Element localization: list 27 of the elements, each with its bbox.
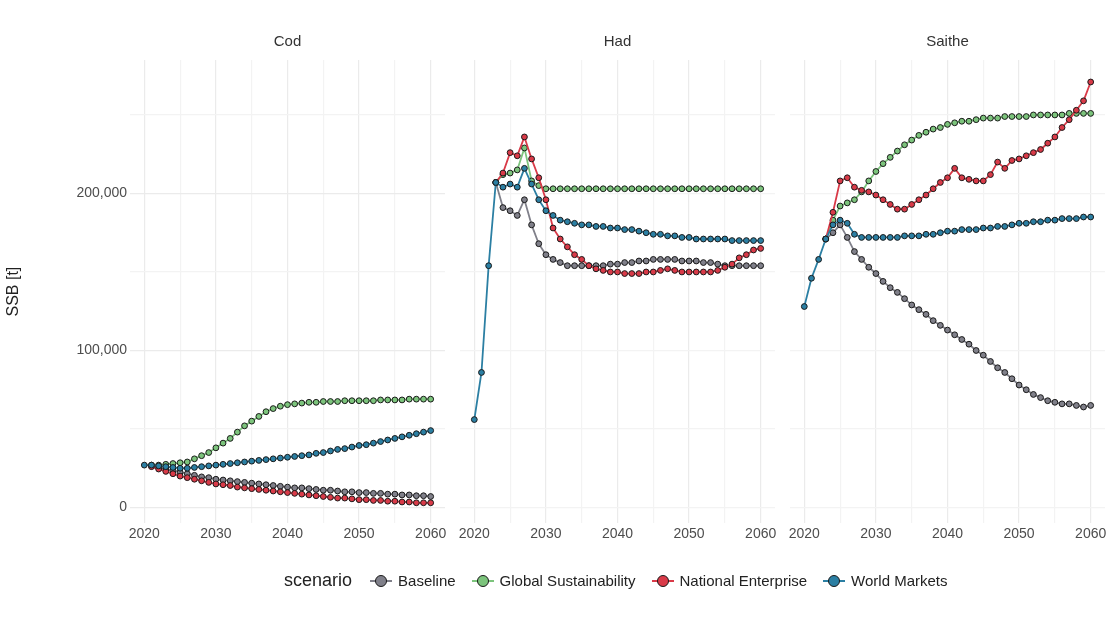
chart-title: Saithe [926, 32, 969, 50]
x-tick-label: 2060 [745, 525, 777, 542]
x-tick-label: 2030 [860, 525, 892, 542]
x-tick-label: 2040 [601, 525, 634, 542]
legend-label: World Markets [851, 572, 948, 589]
x-tick-label: 2040 [271, 525, 304, 542]
x-tick-label: 2030 [530, 525, 562, 542]
y-tick-label: 200,000 [76, 184, 128, 201]
legend-label: Baseline [398, 572, 456, 589]
x-tick-label: 2060 [1075, 525, 1107, 542]
x-tick-label: 2040 [931, 525, 964, 542]
y-tick-label: 100,000 [76, 341, 128, 358]
legend-label: National Enterprise [679, 572, 808, 589]
x-tick-label: 2020 [788, 525, 821, 542]
x-tick-label: 2050 [343, 525, 375, 542]
y-tick-label: 0 [119, 498, 128, 515]
chart-title: Cod [273, 32, 302, 50]
legend-label: Global Sustainability [499, 572, 636, 589]
x-tick-label: 2020 [458, 525, 491, 542]
x-tick-label: 2020 [128, 525, 161, 542]
x-tick-label: 2050 [673, 525, 705, 542]
y-axis-title: SSB [t] [4, 266, 22, 317]
legend-title: scenario [284, 570, 353, 591]
x-tick-label: 2030 [200, 525, 232, 542]
x-tick-label: 2060 [415, 525, 447, 542]
chart-title: Had [603, 32, 632, 50]
x-tick-label: 2050 [1003, 525, 1035, 542]
